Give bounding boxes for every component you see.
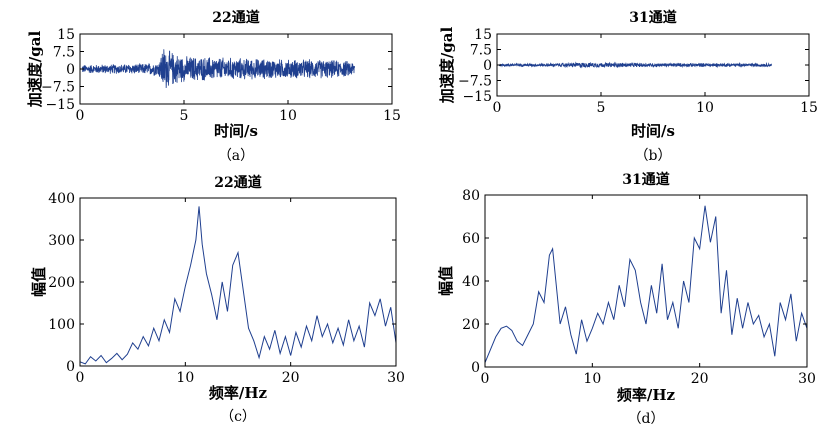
y-tick-label: 80 (462, 188, 480, 204)
x-tick-label: 15 (800, 100, 818, 116)
x-tick-label: 20 (691, 371, 709, 387)
y-tick-label: −15 (462, 89, 492, 105)
x-tick-label: 10 (176, 370, 194, 386)
x-axis-label: 频率/Hz (209, 384, 268, 402)
y-tick-label: 40 (462, 274, 480, 290)
chart-title: 31通道 (622, 171, 669, 188)
x-axis-label: 时间/s (214, 122, 258, 140)
y-tick-label: 0 (66, 62, 75, 78)
x-axis-label: 时间/s (631, 122, 675, 140)
plot-frame (484, 194, 808, 368)
y-tick-label: −7.5 (458, 74, 492, 90)
y-tick-label: −7.5 (41, 80, 75, 96)
y-tick-label: 60 (462, 231, 480, 247)
y-axis-label: 幅值 (30, 267, 48, 297)
x-tick-label: 10 (583, 371, 601, 387)
y-axis-label: 幅值 (437, 266, 455, 296)
y-tick-label: 300 (48, 233, 75, 249)
x-tick-label: 5 (597, 100, 606, 116)
y-tick-label: 100 (48, 317, 75, 333)
y-tick-label: 0 (66, 359, 75, 375)
y-tick-label: −15 (45, 97, 75, 113)
panel-caption: （b） (635, 148, 672, 164)
spectrum-line (79, 206, 397, 365)
x-tick-label: 0 (481, 371, 490, 387)
x-tick-label: 15 (383, 108, 401, 124)
chart-title: 31通道 (629, 9, 676, 26)
y-axis-label: 加速度/gal (438, 27, 456, 105)
spectrum-line (484, 205, 808, 363)
chart-d: 31通道 0 10 20 30 0 20 40 60 80 频率/Hz （d） 幅值 (437, 171, 816, 427)
x-tick-label: 30 (798, 371, 816, 387)
x-tick-label: 0 (76, 370, 85, 386)
x-tick-label: 0 (493, 100, 502, 116)
signal-line (498, 61, 772, 69)
panel-caption: （d） (628, 411, 665, 427)
x-tick-label: 20 (282, 370, 300, 386)
panel-caption: （c） (220, 409, 256, 425)
x-axis-label: 频率/Hz (617, 386, 676, 404)
x-tick-label: 10 (279, 108, 297, 124)
y-tick-label: 7.5 (470, 43, 492, 59)
y-tick-label: 15 (57, 27, 75, 43)
y-tick-label: 0 (471, 360, 480, 376)
y-tick-label: 20 (462, 317, 480, 333)
x-tick-label: 0 (76, 108, 85, 124)
panel-caption: （a） (218, 148, 254, 164)
x-tick-label: 10 (696, 100, 714, 116)
x-tick-label: 30 (387, 370, 405, 386)
plot-frame (79, 197, 397, 367)
signal-line (81, 49, 355, 89)
y-tick-label: 400 (48, 191, 75, 207)
chart-title: 22通道 (214, 174, 261, 191)
y-tick-label: 7.5 (53, 45, 75, 61)
y-tick-label: 200 (48, 275, 75, 291)
x-tick-label: 5 (180, 108, 189, 124)
y-tick-label: 0 (483, 58, 492, 74)
y-axis-label: 加速度/gal (26, 31, 44, 109)
chart-title: 22通道 (212, 9, 259, 26)
y-tick-label: 15 (474, 27, 492, 43)
